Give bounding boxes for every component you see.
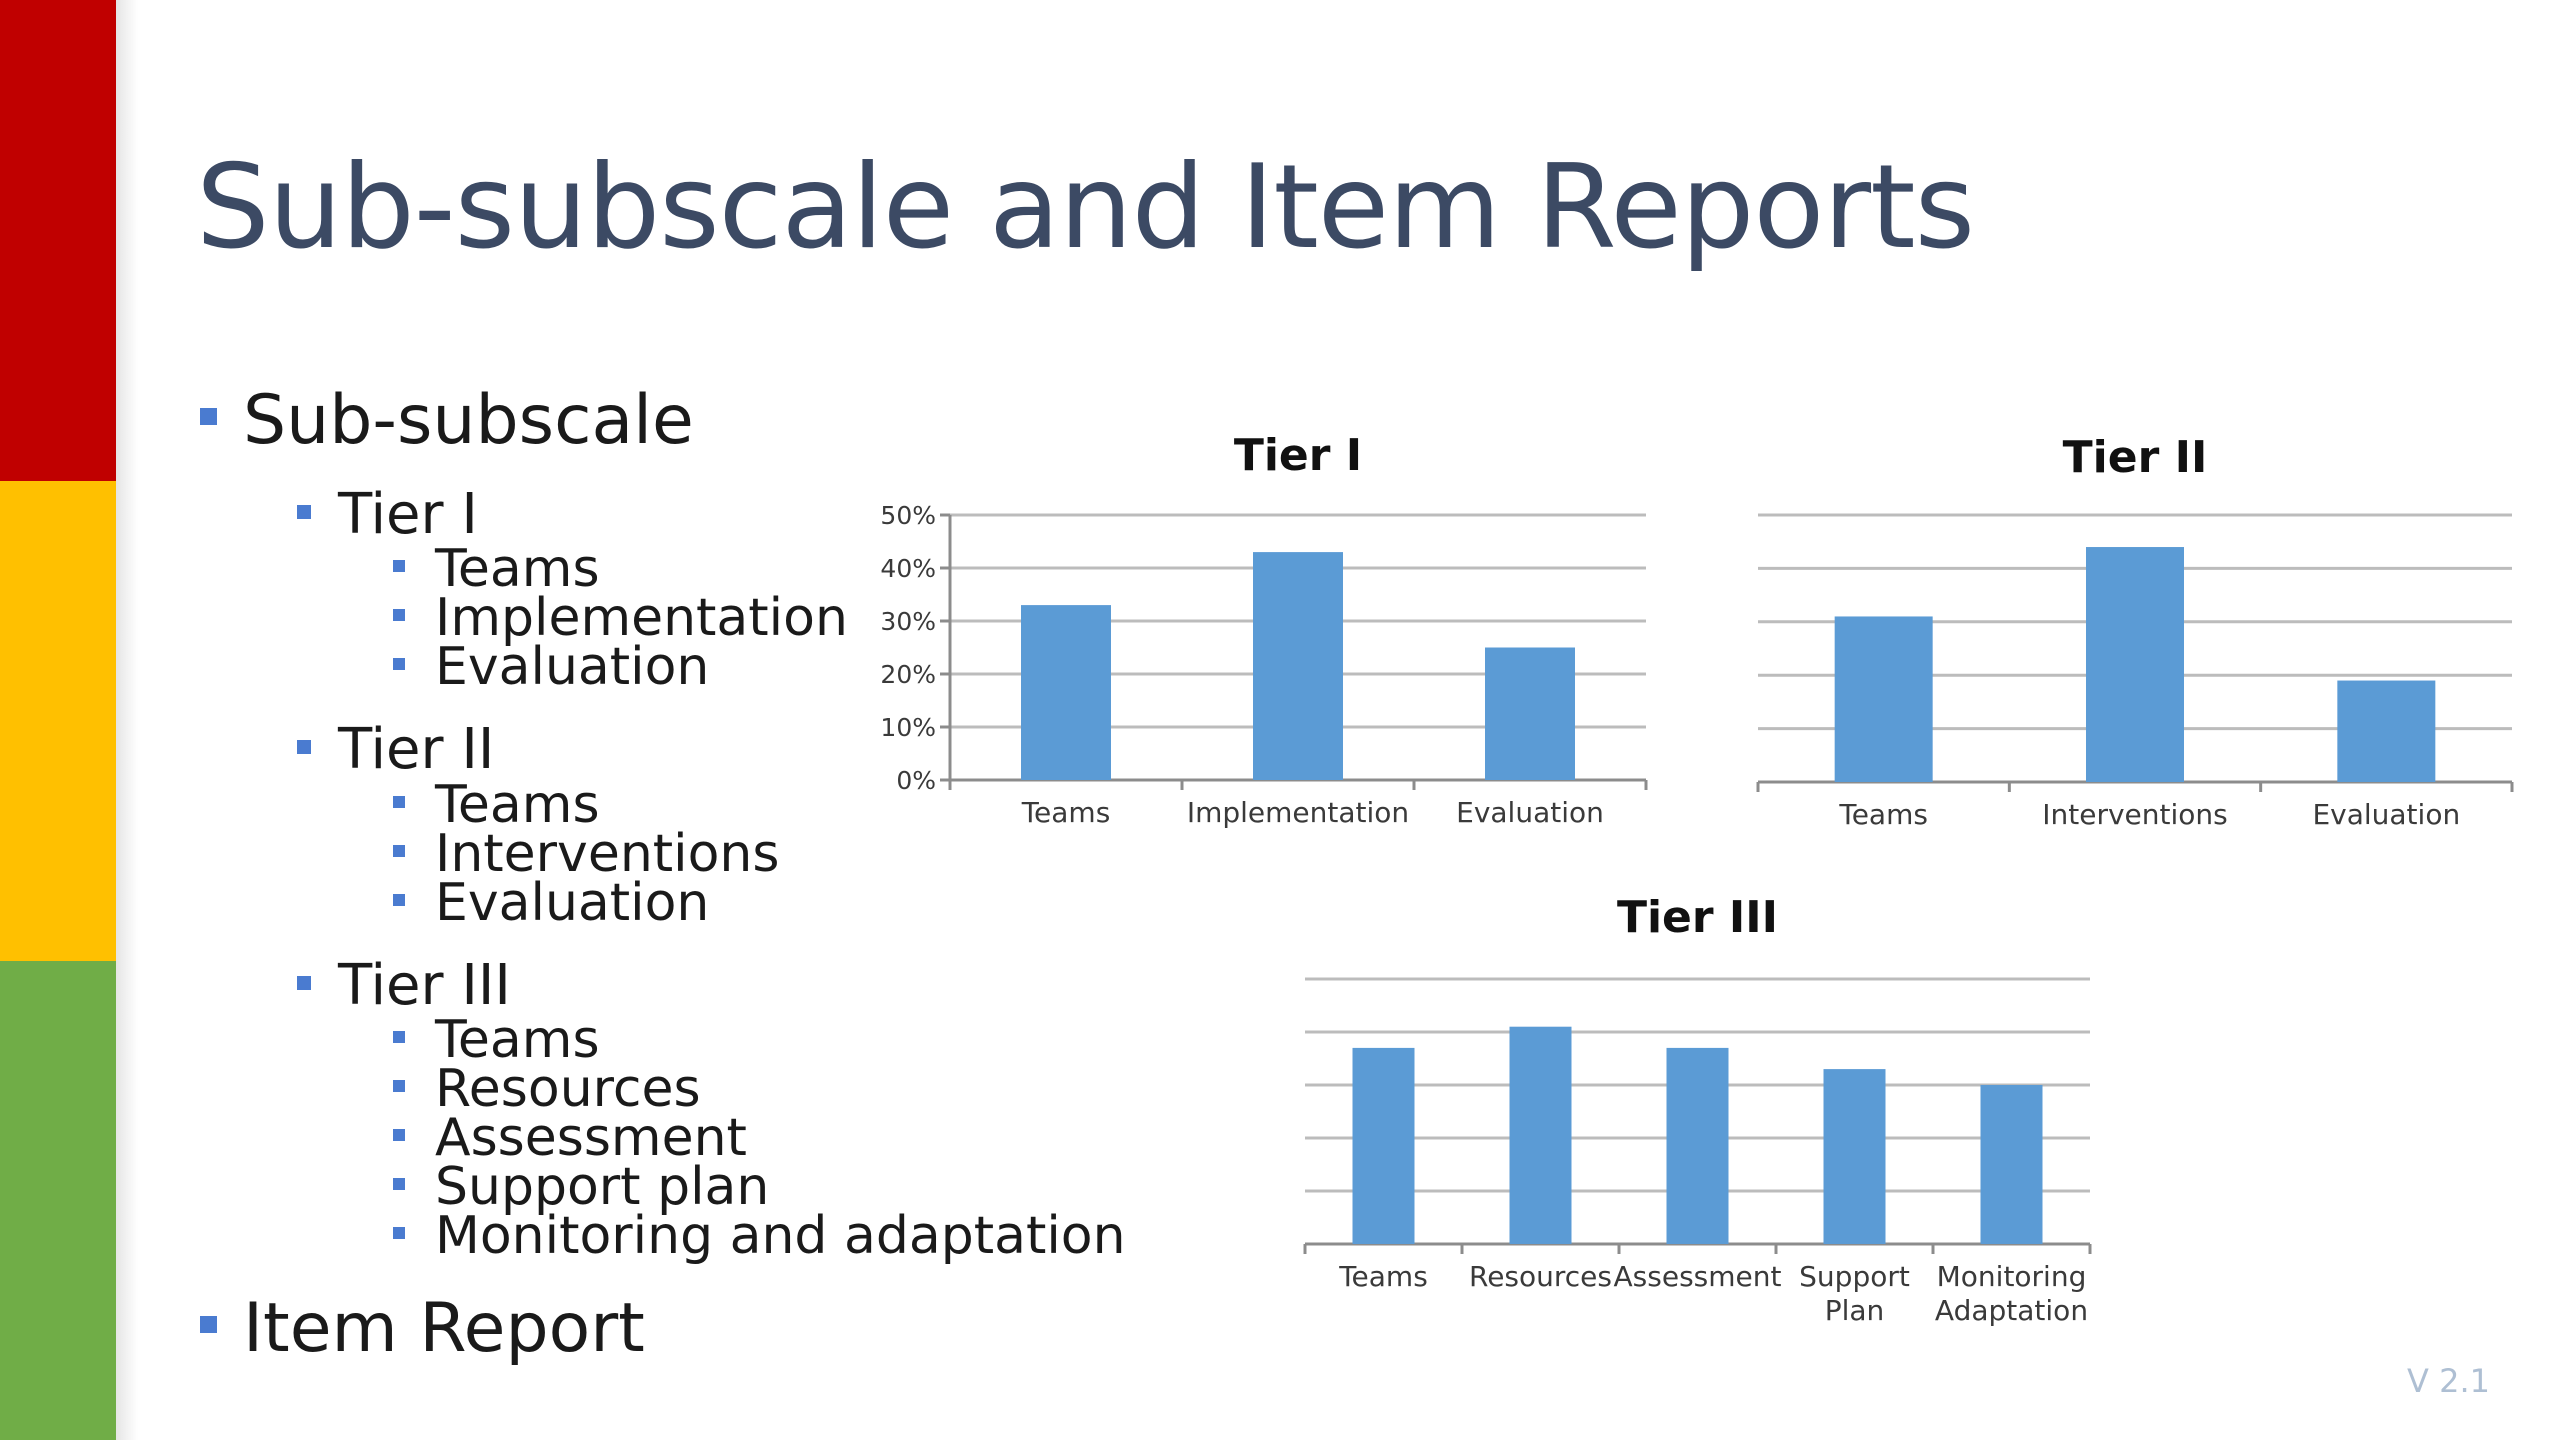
bullet-tier1: Tier I xyxy=(297,487,478,543)
bar-assessment xyxy=(1666,1047,1729,1244)
category-label: Implementation xyxy=(1187,796,1409,829)
y-tick-label: 40% xyxy=(880,554,936,583)
bullet-marker xyxy=(393,1080,405,1092)
bar-monitoring-adaptation xyxy=(1980,1085,2043,1244)
bullet-tier3: Tier III xyxy=(297,958,511,1014)
bullet-tier2-evaluation: Evaluation xyxy=(393,877,709,929)
category-label: Teams xyxy=(1338,1260,1428,1293)
bullet-marker xyxy=(393,609,405,621)
yellow-stripe xyxy=(0,481,116,961)
stripe-shadow xyxy=(116,0,138,1440)
category-label: Evaluation xyxy=(1456,796,1604,829)
chart-title: Tier II xyxy=(2063,432,2208,483)
y-tick-label: 50% xyxy=(880,501,936,530)
bullet-tier1-implementation: Implementation xyxy=(393,592,848,644)
bullet-item-report: Item Report xyxy=(200,1295,645,1363)
bullet-tier3-assessment: Assessment xyxy=(393,1112,747,1164)
bullet-tier3-teams: Teams xyxy=(393,1014,600,1066)
bullet-marker xyxy=(200,407,217,425)
category-label: Plan xyxy=(1825,1294,1885,1327)
bullet-tier1-evaluation: Evaluation xyxy=(393,641,709,693)
bullet-marker xyxy=(393,1227,405,1239)
bar-evaluation xyxy=(2337,680,2436,782)
bullet-tier2-teams: Teams xyxy=(393,779,600,831)
bullet-marker xyxy=(297,739,311,754)
category-label: Resources xyxy=(1469,1260,1612,1293)
category-label: Teams xyxy=(1838,798,1928,831)
bullet-tier3-monitoring: Monitoring and adaptation xyxy=(393,1210,1126,1262)
category-label: Adaptation xyxy=(1935,1294,2088,1327)
y-tick-label: 30% xyxy=(880,607,936,636)
y-tick-label: 10% xyxy=(880,713,936,742)
bullet-marker xyxy=(393,1178,405,1190)
category-label: Support xyxy=(1799,1260,1910,1293)
bullet-marker xyxy=(393,796,405,808)
bullet-marker xyxy=(393,894,405,906)
bullet-tier2: Tier II xyxy=(297,722,494,778)
category-label: Interventions xyxy=(2042,798,2228,831)
bullet-marker xyxy=(297,975,311,990)
bullet-marker xyxy=(393,1031,405,1043)
red-stripe xyxy=(0,0,116,481)
bullet-marker xyxy=(393,560,405,572)
bullet-tier3-resources: Resources xyxy=(393,1063,701,1115)
category-label: Assessment xyxy=(1614,1260,1782,1293)
bullet-tier3-support-plan: Support plan xyxy=(393,1161,769,1213)
bar-support-plan xyxy=(1823,1069,1886,1244)
slide-title: Sub-subscale and Item Reports xyxy=(196,140,1975,275)
category-label: Teams xyxy=(1021,796,1111,829)
bar-resources xyxy=(1509,1026,1572,1244)
bullet-sub-subscale: Sub-subscale xyxy=(200,387,694,455)
bullet-marker xyxy=(297,504,311,519)
bar-interventions xyxy=(2086,547,2184,782)
bar-teams xyxy=(1834,616,1933,782)
y-tick-label: 20% xyxy=(880,660,936,689)
green-stripe xyxy=(0,961,116,1440)
y-tick-label: 0% xyxy=(896,766,936,795)
bar-implementation xyxy=(1253,552,1343,780)
bullet-marker xyxy=(393,845,405,857)
category-label: Evaluation xyxy=(2312,798,2460,831)
bar-teams xyxy=(1352,1047,1415,1244)
bar-evaluation xyxy=(1485,647,1575,780)
bullet-marker xyxy=(200,1315,217,1333)
chart-title: Tier III xyxy=(1617,892,1778,943)
bar-teams xyxy=(1021,605,1111,780)
bullet-tier2-interventions: Interventions xyxy=(393,828,779,880)
bullet-tier1-teams: Teams xyxy=(393,543,600,595)
bullet-marker xyxy=(393,658,405,670)
category-label: Monitoring xyxy=(1937,1260,2087,1293)
chart-title: Tier I xyxy=(1234,430,1362,481)
bullet-marker xyxy=(393,1129,405,1141)
version-label: V 2.1 xyxy=(2407,1362,2490,1400)
